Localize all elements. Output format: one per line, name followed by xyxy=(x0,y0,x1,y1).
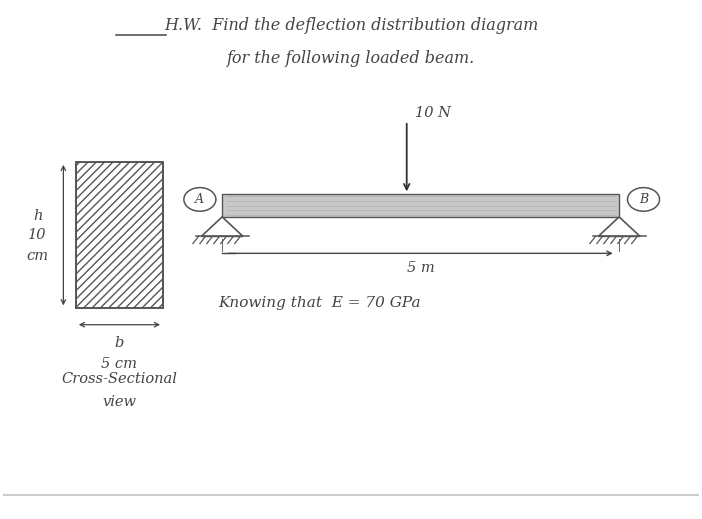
Bar xyxy=(76,162,163,308)
Text: b: b xyxy=(114,336,124,350)
Bar xyxy=(222,194,619,217)
Text: h: h xyxy=(33,209,42,223)
Text: B: B xyxy=(639,193,648,206)
Text: 5 m: 5 m xyxy=(406,261,435,275)
Text: view: view xyxy=(102,395,136,409)
Polygon shape xyxy=(598,217,640,236)
Polygon shape xyxy=(201,217,243,236)
Text: Knowing that  E = 70 GPa: Knowing that E = 70 GPa xyxy=(219,296,421,310)
Text: 10 N: 10 N xyxy=(415,106,451,120)
Text: 5 cm: 5 cm xyxy=(101,357,138,371)
Text: A: A xyxy=(195,193,204,206)
Text: for the following loaded beam.: for the following loaded beam. xyxy=(227,50,475,67)
Text: Cross-Sectional: Cross-Sectional xyxy=(62,372,178,386)
Circle shape xyxy=(628,187,659,211)
Text: 10: 10 xyxy=(28,228,47,242)
Text: cm: cm xyxy=(27,249,48,263)
Circle shape xyxy=(184,187,216,211)
Text: H.W.  Find the deflection distribution diagram: H.W. Find the deflection distribution di… xyxy=(164,17,538,34)
